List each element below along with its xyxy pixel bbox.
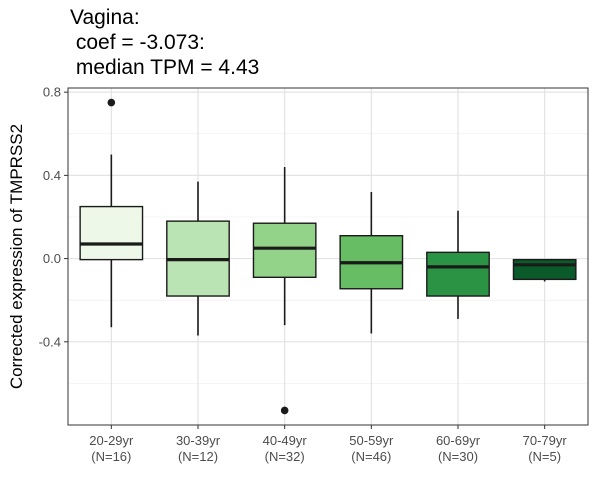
- x-tick-count-label: (N=12): [178, 449, 218, 464]
- grid-layer: [68, 88, 588, 425]
- box-group: [339, 192, 404, 334]
- box-group: [426, 210, 490, 319]
- y-tick-label: 0.8: [43, 85, 61, 100]
- x-tick-label: 20-29yr: [89, 433, 134, 448]
- x-tick-label: 70-79yr: [523, 433, 568, 448]
- box-body: [252, 222, 317, 279]
- x-tick-count-label: (N=5): [528, 449, 561, 464]
- box-group: [252, 167, 317, 415]
- box-body: [426, 251, 490, 297]
- box-group: [166, 181, 230, 336]
- tick-layer: -0.4 0.0 0.4 0.8 20-29yr(N=16) 30-39yr(N=12) 4…: [39, 85, 568, 464]
- panel-border: [67, 87, 589, 426]
- x-tick-count-label: (N=30): [438, 449, 478, 464]
- y-axis-title: Corrected expression of TMPRSS2: [7, 124, 26, 389]
- box-layer: [79, 98, 577, 415]
- y-tick-label: 0.4: [43, 168, 61, 183]
- box-group: [512, 258, 577, 282]
- x-tick-count-label: (N=16): [91, 449, 131, 464]
- box-body: [79, 205, 144, 261]
- title-line-3: median TPM = 4.43: [70, 56, 260, 79]
- title-line-1: Vagina:: [70, 6, 140, 29]
- y-tick-label: -0.4: [39, 334, 61, 349]
- x-tick-label: 40-49yr: [263, 433, 308, 448]
- x-tick-label: 60-69yr: [436, 433, 481, 448]
- outlier-point: [107, 98, 116, 107]
- title-line-2: coef = -3.073:: [70, 31, 205, 54]
- y-tick-label: 0.0: [43, 251, 61, 266]
- outlier-point: [280, 406, 289, 415]
- x-tick-label: 30-39yr: [176, 433, 221, 448]
- box-body: [512, 258, 577, 281]
- x-tick-count-label: (N=46): [351, 449, 391, 464]
- x-tick-count-label: (N=32): [265, 449, 305, 464]
- x-tick-label: 50-59yr: [349, 433, 394, 448]
- chart-title: Vagina: coef = -3.073: median TPM = 4.43: [70, 5, 259, 80]
- box-group: [79, 98, 144, 328]
